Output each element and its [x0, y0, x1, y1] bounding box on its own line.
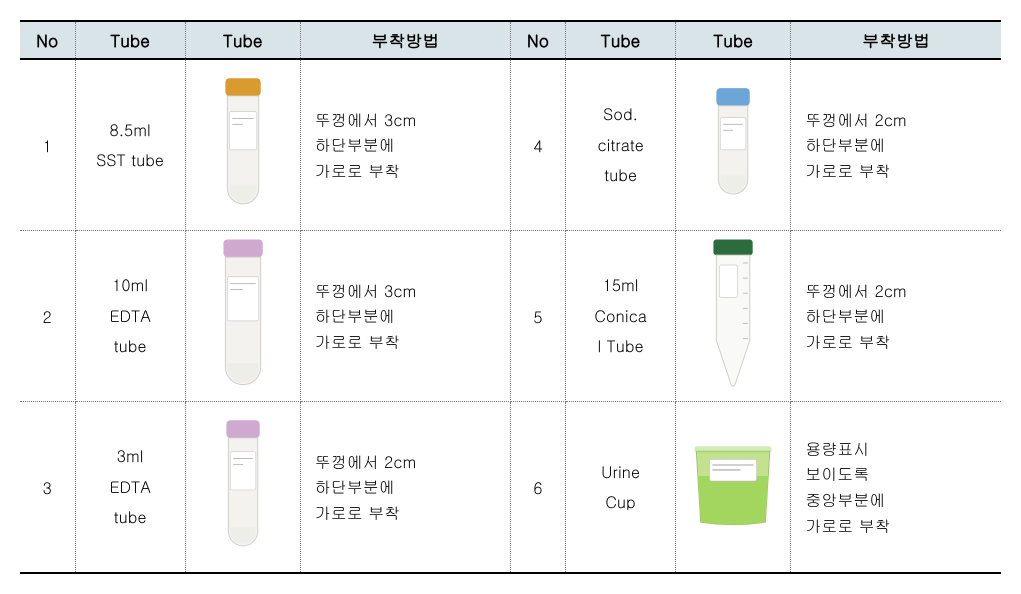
header-no: No [20, 21, 75, 59]
cell-tube-image [185, 59, 300, 231]
header-method: 부착방법 [300, 21, 510, 59]
header-tube-img: Tube [185, 21, 300, 59]
cell-tube-name-b: Sod.citratetube [566, 59, 676, 231]
cell-tube-image-b [676, 402, 791, 574]
cell-tube-image-b [676, 231, 791, 402]
cell-no-b: 5 [510, 231, 565, 402]
cell-method-b: 용량표시보이도록중앙부분에가로로 부착 [791, 402, 1001, 574]
header-method-b: 부착방법 [791, 21, 1001, 59]
cell-tube-name-b: 15mlConical Tube [566, 231, 676, 402]
tube-icon [684, 412, 782, 562]
cell-no: 1 [20, 59, 75, 231]
cell-no: 3 [20, 402, 75, 574]
table-row: 2 10mlEDTAtube 뚜껑에서 3cm하단부분에가로로 부착 5 15m… [20, 231, 1001, 402]
cell-tube-name-b: UrineCup [566, 402, 676, 574]
cell-tube-image [185, 402, 300, 574]
cell-tube-image-b [676, 59, 791, 231]
cell-tube-image [185, 231, 300, 402]
cell-no-b: 4 [510, 59, 565, 231]
cell-method-b: 뚜껑에서 2cm하단부분에가로로 부착 [791, 59, 1001, 231]
cell-tube-name: 10mlEDTAtube [75, 231, 185, 402]
header-row: No Tube Tube 부착방법 No Tube Tube 부착방법 [20, 21, 1001, 59]
cell-method: 뚜껑에서 2cm하단부분에가로로 부착 [300, 402, 510, 574]
cell-tube-name: 8.5mlSST tube [75, 59, 185, 231]
cell-method-b: 뚜껑에서 2cm하단부분에가로로 부착 [791, 231, 1001, 402]
tube-icon [194, 70, 292, 220]
header-tube-name: Tube [75, 21, 185, 59]
tube-icon [194, 241, 292, 391]
header-tube-name-b: Tube [566, 21, 676, 59]
table-row: 3 3mlEDTAtube 뚜껑에서 2cm하단부분에가로로 부착 6 Urin… [20, 402, 1001, 574]
tube-table: No Tube Tube 부착방법 No Tube Tube 부착방법 1 8.… [20, 20, 1001, 574]
cell-method: 뚜껑에서 3cm하단부분에가로로 부착 [300, 231, 510, 402]
header-no-b: No [510, 21, 565, 59]
tube-icon [684, 70, 782, 220]
table-row: 1 8.5mlSST tube 뚜껑에서 3cm하단부분에가로로 부착 4 So… [20, 59, 1001, 231]
tube-icon [194, 412, 292, 562]
cell-no-b: 6 [510, 402, 565, 574]
cell-method: 뚜껑에서 3cm하단부분에가로로 부착 [300, 59, 510, 231]
cell-tube-name: 3mlEDTAtube [75, 402, 185, 574]
tube-icon [684, 241, 782, 391]
header-tube-img-b: Tube [676, 21, 791, 59]
cell-no: 2 [20, 231, 75, 402]
